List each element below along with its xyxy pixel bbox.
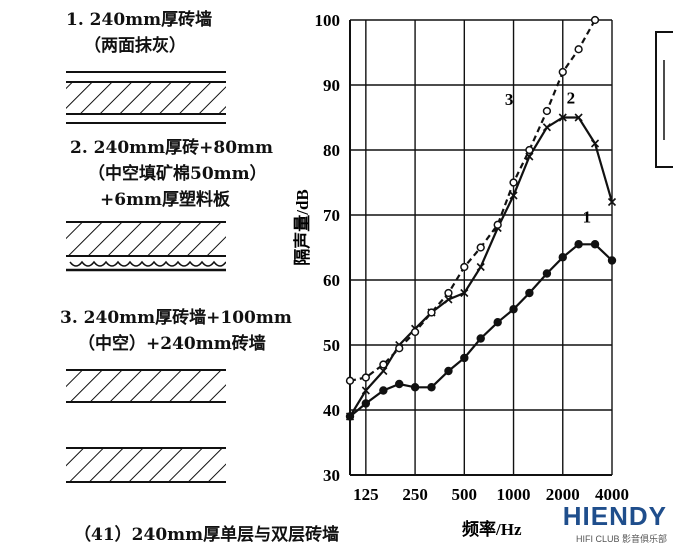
series-1-point-5 — [427, 383, 436, 392]
x-axis-title: 频率/Hz — [462, 519, 522, 539]
series-3-point-2 — [379, 360, 388, 369]
series-3-point-14 — [574, 45, 583, 54]
wall-section-1 — [66, 71, 226, 124]
y-tick-label-90: 90 — [323, 76, 340, 95]
series-label-1: 1 — [583, 207, 592, 226]
legend-item1-line2: （两面抹灰） — [84, 36, 186, 56]
series-3-point-11 — [525, 145, 534, 155]
series-3-point-1 — [361, 373, 370, 382]
series-2-point-0 — [345, 412, 355, 421]
series-1-point-4 — [410, 383, 420, 392]
legend-item2-line3: +6mm厚塑料板 — [100, 190, 231, 210]
series-line-3 — [349, 19, 596, 382]
grid — [350, 19, 613, 476]
series-3-point-8 — [476, 243, 485, 252]
series-3-point-3 — [395, 344, 404, 353]
series-1-point-12 — [542, 269, 552, 278]
series-1-point-7 — [460, 353, 469, 363]
series-2-point-2 — [379, 366, 388, 376]
series-3-point-7 — [460, 262, 469, 272]
series-2-point-7 — [460, 288, 469, 298]
series-3-point-5 — [427, 308, 436, 317]
series-1-point-14 — [574, 240, 583, 249]
series-1-point-16 — [607, 256, 617, 265]
y-axis-title: 隔声量/dB — [292, 189, 312, 266]
series-2-point-13 — [558, 113, 567, 122]
adjacent-figure-frame — [655, 31, 673, 168]
series-2-point-10 — [509, 191, 518, 200]
series-line-1 — [349, 243, 613, 418]
series-1-point-8 — [476, 334, 485, 343]
x-tick-label-125: 125 — [353, 485, 379, 504]
series-2-point-1 — [361, 386, 370, 395]
series-1-point-15 — [590, 240, 600, 249]
y-tick-label-100: 100 — [315, 11, 341, 30]
legend-item3-line2: （中空）+240mm砖墙 — [78, 334, 266, 354]
series-1-point-3 — [395, 379, 404, 389]
series-3-point-6 — [444, 288, 453, 298]
y-tick-label-40: 40 — [323, 401, 340, 420]
watermark-brand: HIENDY — [562, 501, 667, 531]
wall-section-2 — [66, 221, 226, 272]
y-tick-label-80: 80 — [323, 141, 340, 160]
legend-item2-line2: （中空填矿棉50mm） — [88, 164, 267, 184]
series-2-point-14 — [574, 113, 583, 122]
series-1-point-11 — [525, 288, 534, 298]
x-tick-label-250: 250 — [402, 485, 428, 504]
series-2-point-12 — [542, 123, 551, 132]
x-tick-label-2000: 2000 — [546, 485, 580, 504]
series-1-point-1 — [361, 399, 371, 408]
y-tick-label-50: 50 — [323, 336, 340, 355]
series-2-point-8 — [476, 262, 485, 272]
x-tick-label-4000: 4000 — [595, 485, 629, 504]
series-1-point-9 — [493, 318, 502, 327]
label-layer: 30 40 50 60 70 80 90 100 125 250 500 1000 2000 4000 隔声… — [292, 11, 629, 539]
y-tick-label-30: 30 — [323, 466, 340, 485]
watermark: HIENDY HIFI CLUB 影音俱乐部 — [563, 501, 667, 545]
legend-item3-line1: 3. 240mm厚砖墙+100mm — [60, 308, 292, 328]
series-3-point-9 — [493, 220, 502, 229]
series-3-point-12 — [542, 106, 552, 116]
series-label-3: 3 — [505, 90, 514, 109]
legend-item1-line1: 1. 240mm厚砖墙 — [66, 10, 213, 30]
watermark-sub: HIFI CLUB 影音俱乐部 — [575, 534, 667, 544]
y-tick-label-60: 60 — [323, 271, 340, 290]
series-layer — [345, 15, 617, 421]
series-label-2: 2 — [567, 89, 576, 108]
figure-caption: （41）240mm厚单层与双层砖墙 — [74, 525, 340, 545]
series-1-point-13 — [558, 253, 567, 262]
series-2-point-16 — [607, 197, 617, 207]
series-3-point-15 — [590, 15, 600, 25]
y-tick-label-70: 70 — [323, 206, 340, 225]
series-3-point-4 — [410, 327, 420, 337]
x-tick-label-1000: 1000 — [497, 485, 531, 504]
series-1-point-2 — [379, 386, 388, 395]
series-1-point-6 — [444, 366, 453, 376]
series-3-point-13 — [558, 67, 567, 77]
series-1-point-10 — [509, 305, 518, 314]
series-2-point-15 — [590, 139, 600, 148]
legend-item2-line1: 2. 240mm厚砖+80mm — [70, 138, 274, 158]
x-tick-label-500: 500 — [452, 485, 478, 504]
series-3-point-10 — [509, 178, 518, 187]
wall-section-3 — [66, 369, 226, 483]
axes — [349, 20, 612, 476]
series-3-point-0 — [345, 376, 355, 385]
